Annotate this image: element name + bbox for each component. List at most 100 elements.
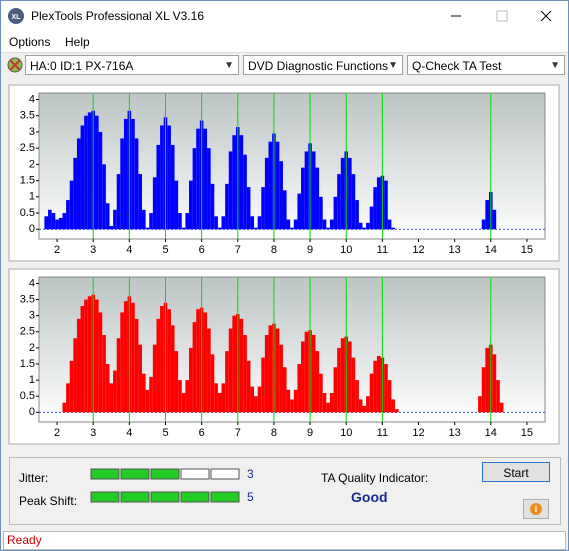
bar <box>250 216 255 230</box>
x-tick-label: 6 <box>199 427 205 439</box>
bar <box>355 380 359 413</box>
led <box>150 491 180 503</box>
bar <box>246 360 251 413</box>
menu-item[interactable]: Options <box>9 35 51 49</box>
x-tick-label: 6 <box>199 244 205 256</box>
meter-value: 5 <box>247 490 254 504</box>
bar <box>185 380 189 413</box>
bar <box>376 355 381 413</box>
x-tick-label: 8 <box>271 244 277 256</box>
bar <box>290 227 294 230</box>
bar <box>329 219 334 230</box>
title-bar <box>1 1 568 31</box>
charts: 00.511.522.533.542 3 4 5 6 7 8 9 10 11 12 13 14 1500.… <box>8 84 560 445</box>
bar <box>145 389 150 413</box>
bar <box>329 393 334 413</box>
bar <box>225 183 229 230</box>
quality-label: TA Quality Indicator: <box>321 471 429 485</box>
bar <box>84 299 88 413</box>
bar <box>286 389 291 413</box>
x-tick-label: 13 <box>449 244 461 256</box>
bar <box>152 177 157 230</box>
bar <box>185 213 189 230</box>
bar <box>286 219 291 230</box>
y-tick-label: 0 <box>29 223 35 235</box>
bar <box>264 157 269 230</box>
bar <box>366 222 370 230</box>
drive-select[interactable]: HA:0 ID:1 PX-716A ▼ <box>25 55 239 75</box>
bar <box>337 174 341 230</box>
bar <box>228 328 233 413</box>
x-tick-label: 5 <box>162 427 168 439</box>
function-select[interactable]: DVD Diagnostic Functions ▼ <box>243 55 403 75</box>
quality-value: Good <box>351 489 388 505</box>
led <box>120 491 150 503</box>
bar <box>123 301 128 413</box>
bar <box>243 335 247 413</box>
led <box>210 468 240 480</box>
bar <box>87 296 92 413</box>
bar <box>105 203 110 230</box>
bar <box>282 190 287 230</box>
bar <box>282 367 287 413</box>
bar <box>326 227 330 230</box>
bar <box>243 154 247 230</box>
window-controls[interactable] <box>441 7 566 25</box>
x-tick-label: 10 <box>340 427 352 439</box>
bar <box>196 128 200 230</box>
bar <box>366 396 370 413</box>
status-text: Ready <box>7 533 42 547</box>
y-tick-label: 3 <box>29 126 35 138</box>
test-select[interactable]: Q-Check TA Test ▼ <box>407 55 565 75</box>
bar <box>170 325 175 413</box>
menu-item[interactable]: Help <box>65 35 90 49</box>
bar <box>395 409 399 413</box>
bar <box>95 115 99 230</box>
bar <box>48 209 52 230</box>
led <box>90 468 120 480</box>
bar <box>109 383 114 413</box>
info-button[interactable]: i <box>523 499 549 519</box>
x-tick-label: 9 <box>307 427 313 439</box>
y-tick-label: 0.5 <box>20 207 35 219</box>
bar <box>254 227 258 230</box>
bar <box>499 402 504 413</box>
bar <box>167 309 171 413</box>
bar <box>109 226 114 230</box>
bar <box>297 193 302 230</box>
bar <box>120 312 124 413</box>
bar <box>239 318 244 413</box>
bar <box>279 161 283 230</box>
bar <box>348 157 352 230</box>
bar <box>319 196 323 230</box>
y-tick-label: 1.5 <box>20 358 35 370</box>
jitter-label: Jitter: <box>19 471 49 485</box>
bar <box>156 318 161 413</box>
bar <box>62 213 67 230</box>
bar <box>44 216 49 230</box>
led-meters: 35 <box>90 467 254 504</box>
x-tick-label: 2 <box>54 244 60 256</box>
bar <box>207 328 211 413</box>
window-title: PlexTools Professional XL V3.16 <box>31 9 204 23</box>
bar <box>66 200 70 230</box>
bar <box>333 367 338 413</box>
function-text: DVD Diagnostic Functions <box>248 59 389 73</box>
bar <box>160 125 164 230</box>
bar <box>181 227 186 230</box>
test-text: Q-Check TA Test <box>412 59 502 73</box>
y-tick-label: 2.5 <box>20 326 35 338</box>
y-tick-label: 1 <box>29 374 35 386</box>
bar <box>170 144 175 230</box>
x-tick-label: 14 <box>485 244 497 256</box>
bar <box>178 213 182 230</box>
bar <box>340 157 345 230</box>
x-tick-label: 15 <box>521 427 533 439</box>
x-tick-label: 5 <box>162 244 168 256</box>
bar <box>384 180 388 230</box>
bar <box>76 138 81 230</box>
bar <box>149 213 153 230</box>
start-button[interactable]: Start <box>482 462 550 482</box>
y-tick-label: 0.5 <box>20 390 35 402</box>
bar <box>76 318 81 413</box>
